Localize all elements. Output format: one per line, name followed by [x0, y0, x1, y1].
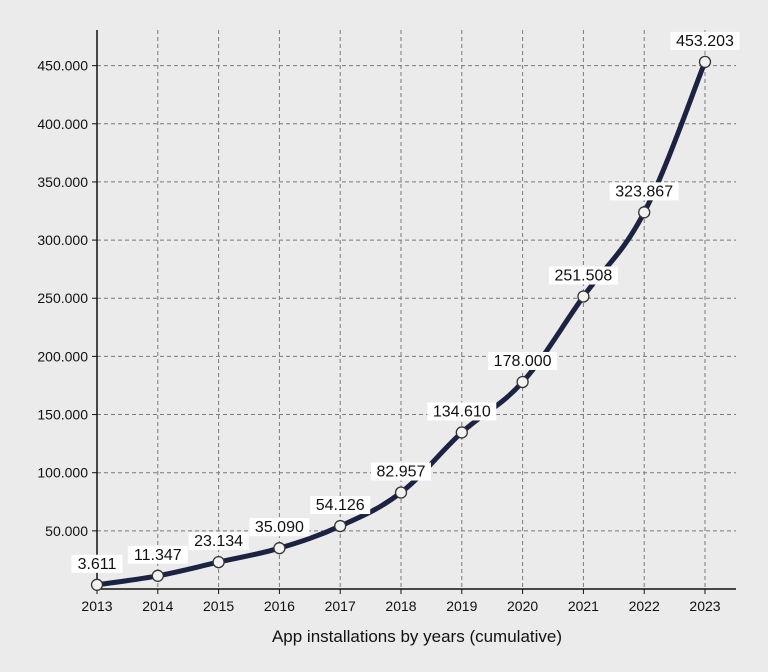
- data-point-marker: [212, 555, 225, 569]
- y-axis-tick-label: 150.000: [37, 407, 88, 423]
- data-label-background: [71, 554, 123, 573]
- axes: [92, 30, 736, 594]
- data-label: 453.203: [676, 33, 734, 50]
- data-label: 35.090: [255, 519, 304, 536]
- y-axis-tick-label: 300.000: [37, 232, 88, 248]
- x-axis-tick-label: 2014: [142, 598, 173, 614]
- data-point-marker: [90, 578, 104, 591]
- y-axis-tick-label: 250.000: [37, 290, 88, 306]
- data-point-marker: [516, 375, 529, 389]
- data-label: 251.508: [554, 267, 612, 284]
- series-line-group: [90, 55, 712, 591]
- data-label-background: [548, 266, 618, 285]
- x-axis-tick-label: 2020: [507, 598, 538, 614]
- data-label-background: [188, 532, 249, 551]
- x-axis-tick-label: 2021: [568, 598, 599, 614]
- x-axis-tick-label: 2019: [446, 598, 477, 614]
- x-axis-tick-label: 2015: [203, 598, 234, 614]
- x-axis-tick-label: 2016: [264, 598, 295, 614]
- data-label: 3.611: [78, 556, 117, 573]
- data-point-marker: [455, 426, 468, 439]
- data-point-marker: [638, 206, 651, 219]
- data-label-background: [488, 351, 558, 370]
- y-axis-tick-label: 100.000: [37, 465, 88, 481]
- data-label-background: [127, 545, 188, 564]
- data-labels: 3.611 11.347 23.134 35.090 54.126 82.957 134.6…: [71, 31, 740, 573]
- x-axis-tick-label: 2023: [689, 598, 720, 614]
- x-axis-tick-label: 2018: [385, 598, 416, 614]
- y-axis-tick-label: 50.000: [45, 523, 88, 539]
- data-point-marker: [273, 542, 286, 555]
- grid: [97, 30, 736, 589]
- data-point-marker: [698, 55, 712, 69]
- y-axis-tick-label: 200.000: [37, 348, 88, 364]
- data-label: 134.610: [433, 403, 491, 420]
- data-label: 178.000: [494, 353, 552, 370]
- data-label-background: [427, 402, 497, 421]
- data-label: 323.867: [615, 183, 673, 200]
- y-axis-tick-labels: 50.000 100.000 150.000 200.000 250.000 300.00…: [37, 58, 88, 539]
- data-label-background: [310, 496, 371, 515]
- data-label-background: [371, 462, 431, 481]
- data-label-background: [609, 182, 679, 201]
- data-point-marker: [394, 486, 408, 499]
- x-axis-tick-label: 2022: [629, 598, 660, 614]
- data-point-marker: [334, 519, 347, 533]
- data-point-marker: [151, 569, 164, 582]
- data-label: 11.347: [134, 547, 182, 564]
- data-label: 54.126: [316, 497, 365, 514]
- data-point-marker: [577, 290, 590, 303]
- x-axis-tick-label: 2017: [325, 598, 356, 614]
- y-axis-tick-label: 400.000: [37, 116, 88, 132]
- data-label-background: [249, 518, 310, 537]
- data-label: 82.957: [377, 464, 426, 481]
- y-axis-tick-label: 350.000: [37, 174, 88, 190]
- data-label: 23.134: [194, 533, 243, 550]
- x-axis-tick-labels: 2013 2014 2015 2016 2017 2018 2019 2020 2021 2022…: [81, 598, 720, 614]
- x-axis-title: App installations by years (cumulative): [272, 627, 562, 646]
- x-axis-tick-label: 2013: [81, 598, 112, 614]
- y-axis-tick-label: 450.000: [37, 58, 88, 74]
- data-label-background: [670, 31, 740, 50]
